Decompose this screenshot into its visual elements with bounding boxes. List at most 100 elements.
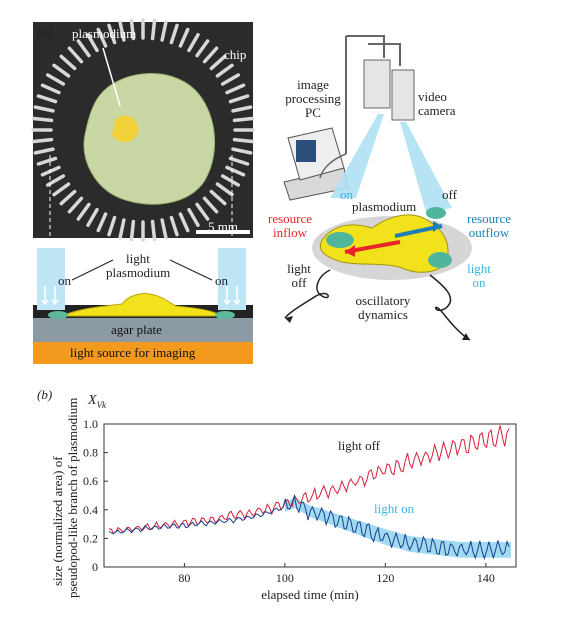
electrode-spoke [231,105,253,113]
label-image-pc: image processing PC [285,77,341,120]
y-axis-label-2: pseudopod-like branch of plasmodium [65,398,80,598]
y-tick-label: 0.8 [83,446,98,460]
electrode-spoke [52,63,71,78]
x-tick-label: 120 [376,571,394,585]
series-line-light-off [108,425,510,535]
y-tick-label: 0 [92,560,98,574]
plasmodium-core [112,115,139,143]
electrode-spoke [187,207,200,228]
electrode-spoke [215,63,234,78]
light-cone-left [330,114,384,198]
label-plasmodium-stage: plasmodium [352,199,417,214]
series-label-off: light off [338,438,381,453]
label-oscillatory: oscillatory dynamics [355,293,411,322]
y-tick-label: 0.4 [83,503,98,517]
camera-mount [345,35,401,154]
stage-spot-left [326,232,354,248]
cross-label-agar: agar plate [111,322,162,337]
electrode-spoke [40,83,61,95]
electrode-spoke [129,219,136,242]
label-on-top: on [340,187,353,202]
outflow-arrowhead [433,221,442,232]
scale-bar [196,230,250,234]
electrode-spoke [232,137,255,144]
label-light-off: light off [287,261,311,290]
electrode-spoke [150,18,157,41]
electrode-spoke [118,20,126,42]
oscillation-curve-left [284,269,331,319]
chip-electrodes [31,18,255,242]
camera-body-left [363,59,391,109]
light-arrows [44,286,238,304]
electrode-spoke [59,54,77,71]
electrode-spoke [118,218,126,240]
electrode-spoke [129,18,136,41]
electrode-spoke [45,73,66,86]
panel-a [31,18,472,364]
electrode-spoke [160,20,168,42]
light-beam-left [37,248,65,310]
electrode-spoke [215,182,234,197]
electrode-spoke [31,116,54,123]
electrode-spoke [169,215,179,237]
photo-label-plasmodium: plasmodium [72,26,137,41]
oscillation-curve-right [429,274,471,341]
electrode-spoke [202,196,219,214]
electrode-spoke [209,189,227,206]
light-pointer-right [169,259,213,281]
electrode-spoke [231,147,253,155]
label-light-on: light on [467,261,491,290]
camera-body-right [391,69,415,121]
cross-label-light: light [126,251,150,266]
light-on-band [284,497,511,558]
electrode-spoke [228,94,250,104]
electrode-spoke [76,202,91,221]
x-tick-label: 140 [477,571,495,585]
electrode-spoke [169,23,179,45]
y-tick-label: 0.2 [83,531,98,545]
electrode-spoke [178,27,190,48]
label-off-top: off [442,187,457,202]
electrode-spoke [67,46,84,64]
electrode-spoke [107,23,117,45]
electrode-spoke [209,54,227,71]
electrode-spoke [33,105,55,113]
electrode-spoke [228,156,250,166]
electrode-spoke [36,94,58,104]
panel-b-tag: (b) [37,387,53,402]
cross-label-plasmodium: plasmodium [106,265,171,280]
electrode-spoke [86,207,99,228]
light-arrowheads [41,299,241,306]
electrode-spoke [36,156,58,166]
light-spot-left [48,311,68,319]
plasmodium-blob [83,73,216,205]
light-on-band-layer [284,497,511,558]
electrode-spoke [160,218,168,240]
agar-plate [33,318,253,342]
label-resource-outflow: resource outflow [466,211,512,240]
electrode-spoke [52,182,71,197]
electrode-spoke [40,165,61,177]
electrode-spoke [96,27,108,48]
x-tick-label: 80 [178,571,190,585]
electrode-spoke [220,174,241,187]
light-source-bar [33,342,253,364]
stage-spot-right [428,252,452,268]
chart: 80 100 120 140 0 0.2 0.4 0.6 0.8 1.0 light off li… [50,398,517,602]
electrode-spoke [195,39,210,58]
series-label-on: light on [374,501,415,516]
y-axis-symbol: XVk [88,393,107,410]
inflow-arrowhead [345,245,355,257]
electrode-spoke [220,73,241,86]
scale-bar-label: 5 mm [208,219,238,234]
panel-a-tag: (a) [37,25,53,40]
electrode-spoke [202,46,219,64]
camera-cable [319,153,347,179]
light-spot-right [215,311,235,319]
electrode-spoke [33,147,55,155]
electrode-spoke [76,39,91,58]
electrode-spoke [31,137,54,144]
electrode-spoke [150,219,157,242]
electrode-spoke [107,215,117,237]
electrode-spoke [178,212,190,233]
